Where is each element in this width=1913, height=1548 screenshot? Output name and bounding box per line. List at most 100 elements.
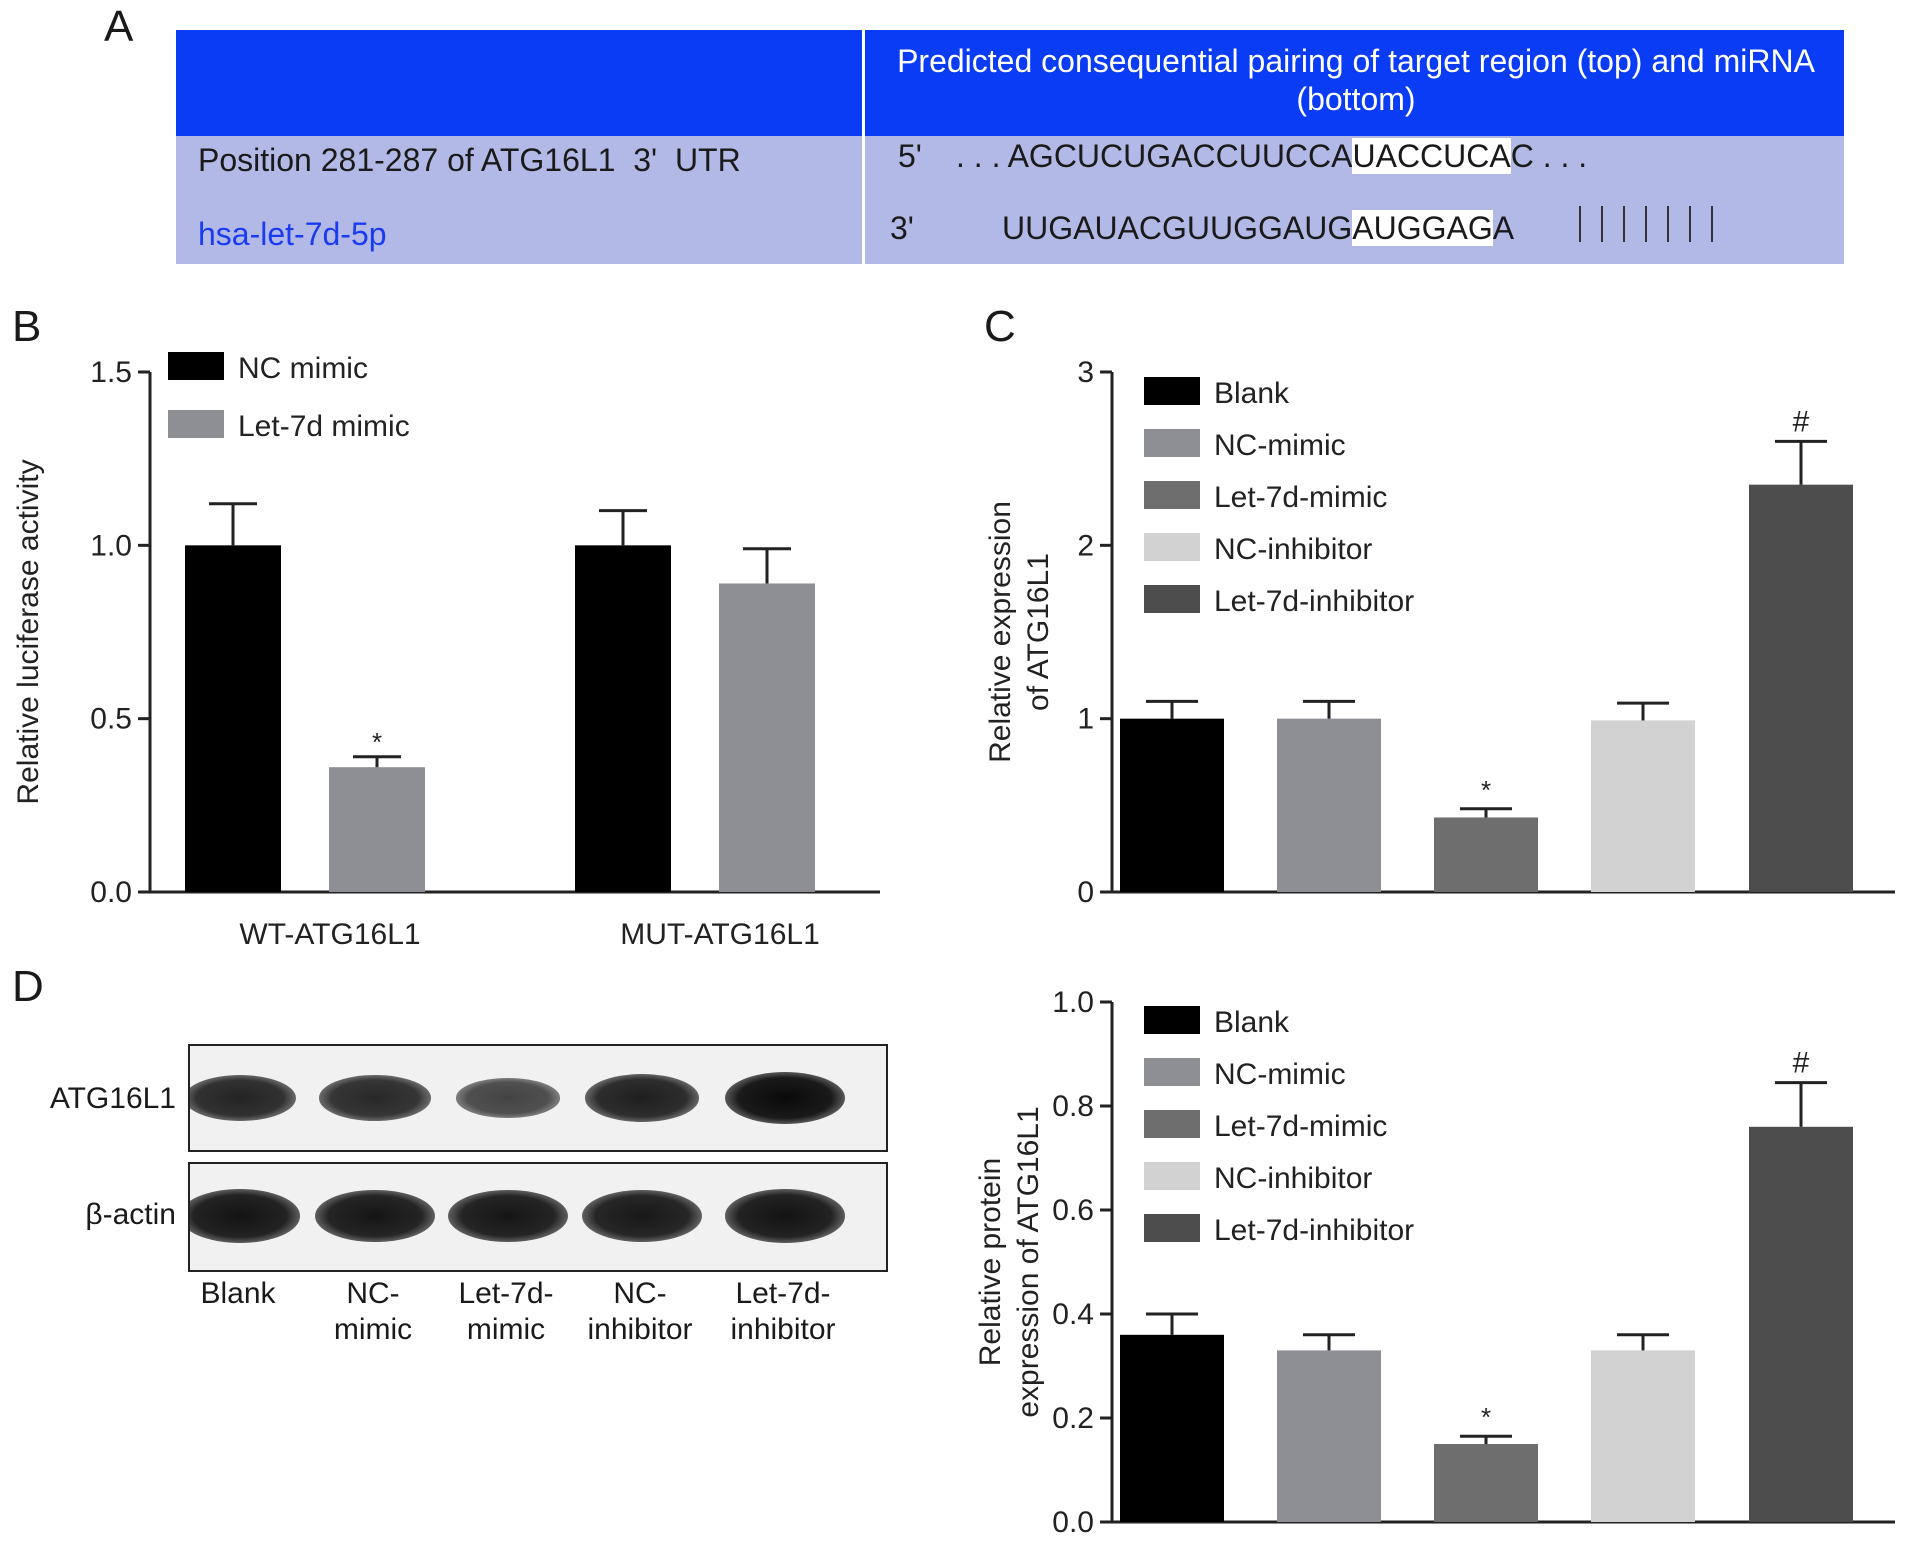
significance-mark: *	[1481, 1402, 1491, 1432]
panel-letter-b: B	[12, 302, 42, 351]
panel-letter-c: C	[984, 302, 1016, 351]
bar	[1277, 718, 1381, 892]
mirna-prime: 3'	[890, 210, 914, 246]
legend-swatch	[168, 352, 224, 380]
panel-letter-d: D	[12, 962, 44, 1011]
y-tick-label: 2	[1077, 529, 1094, 562]
y-tick-label: 1.5	[90, 356, 132, 389]
target-seq-tail: C . . .	[1510, 138, 1588, 174]
target-position-label: Position 281-287 of ATG16L1 3' UTR	[198, 142, 741, 178]
bar	[719, 583, 815, 892]
pair-line	[1667, 206, 1669, 242]
blot-lane-label: NC- mimic	[333, 1277, 413, 1346]
blot-lane-label: Let-7d- mimic	[458, 1277, 554, 1346]
blot-band	[314, 1189, 436, 1243]
target-seq-lead: . . . AGCUCUGACCUUCCA	[956, 138, 1353, 174]
legend-swatch	[1144, 1006, 1200, 1034]
legend-swatch	[1144, 1058, 1200, 1086]
y-tick-label: 0.5	[90, 703, 132, 736]
y-tick-label: 1.0	[90, 529, 132, 562]
y-axis-title: Relative protein	[974, 1158, 1007, 1366]
panel-letter-a: A	[104, 2, 134, 51]
legend-label: NC-mimic	[1214, 429, 1346, 462]
significance-mark: *	[1481, 775, 1491, 805]
y-tick-label: 0.0	[1052, 1506, 1094, 1539]
legend-label: Let-7d-mimic	[1214, 1110, 1387, 1143]
legend-label: NC mimic	[238, 352, 368, 385]
blot-atg16l1	[188, 1044, 888, 1152]
y-tick-label: 1.0	[1052, 986, 1094, 1019]
blot-band	[190, 1074, 297, 1122]
table-divider	[862, 30, 865, 264]
mirna-seed-region: AUGGAG	[1352, 210, 1493, 246]
legend-label: Let-7d-inhibitor	[1214, 585, 1414, 618]
legend-label: NC-inhibitor	[1214, 1162, 1372, 1195]
blot-band	[456, 1078, 560, 1118]
y-tick-label: 0.6	[1052, 1194, 1094, 1227]
bar	[1120, 718, 1224, 892]
legend-label: NC-inhibitor	[1214, 533, 1372, 566]
y-axis-title: of ATG16L1	[1022, 553, 1055, 711]
blot-band	[724, 1189, 846, 1243]
blot-band	[319, 1075, 431, 1121]
legend-swatch	[1144, 585, 1200, 613]
blot-band	[725, 1072, 845, 1124]
legend-swatch	[1144, 377, 1200, 405]
blot-band	[447, 1189, 569, 1243]
x-tick-label: WT-ATG16L1	[239, 918, 420, 951]
legend-label: NC-mimic	[1214, 1058, 1346, 1091]
bar	[575, 545, 671, 892]
table-header-text: Predicted consequential pairing of targe…	[897, 43, 1815, 117]
legend-swatch	[1144, 1162, 1200, 1190]
bar	[185, 545, 281, 892]
legend-swatch	[1144, 533, 1200, 561]
bar	[1434, 817, 1538, 892]
y-tick-label: 0.2	[1052, 1402, 1094, 1435]
legend-label: Let-7d-inhibitor	[1214, 1214, 1414, 1247]
blot-actin	[188, 1162, 888, 1272]
blot-lane-label: Let-7d- inhibitor	[730, 1277, 836, 1346]
bar	[1591, 1350, 1695, 1522]
bar	[1749, 1126, 1853, 1522]
y-tick-label: 0.0	[90, 876, 132, 909]
bar	[1749, 484, 1853, 892]
legend-label: Let-7d-mimic	[1214, 481, 1387, 514]
y-tick-label: 0.8	[1052, 1090, 1094, 1123]
y-tick-label: 3	[1077, 356, 1094, 389]
target-prime: 5'	[898, 138, 922, 174]
blot-lane-label: Blank	[200, 1277, 276, 1310]
pair-line	[1579, 206, 1581, 242]
bar	[329, 767, 425, 892]
legend-label: Let-7d mimic	[238, 410, 410, 443]
pair-line	[1623, 206, 1625, 242]
y-tick-label: 0	[1077, 876, 1094, 909]
bar	[1591, 720, 1695, 892]
blot-lane-label: NC- inhibitor	[587, 1277, 693, 1346]
legend-label: Blank	[1214, 1006, 1290, 1039]
bar	[1434, 1444, 1538, 1522]
blot-band	[582, 1189, 702, 1243]
table-body	[176, 136, 1844, 264]
legend-swatch	[1144, 1214, 1200, 1242]
significance-mark: *	[372, 727, 382, 757]
y-axis-title: Relative luciferase activity	[12, 459, 45, 804]
mirna-seq-lead: UUGAUACGUUGGAUG	[1002, 210, 1353, 246]
table-header	[176, 30, 1844, 136]
y-tick-label: 0.4	[1052, 1298, 1094, 1331]
bar	[1120, 1334, 1224, 1522]
legend-swatch	[168, 410, 224, 438]
pair-line	[1645, 206, 1647, 242]
pair-line	[1689, 206, 1691, 242]
y-axis-title: expression of ATG16L1	[1012, 1106, 1045, 1417]
legend-swatch	[1144, 481, 1200, 509]
target-sequence: . . . AGCUCUGACCUUCCAUACCUCAC . . .	[956, 138, 1587, 175]
mirna-seq-tail: A	[1492, 210, 1515, 246]
pair-line	[1601, 206, 1603, 242]
pairing-table: Predicted consequential pairing of targe…	[176, 30, 1844, 264]
blot-row-label-actin: β-actin	[85, 1198, 176, 1231]
mirna-label: hsa-let-7d-5p	[198, 216, 387, 252]
legend-label: Blank	[1214, 377, 1290, 410]
blot-band	[585, 1074, 699, 1122]
y-tick-label: 1	[1077, 703, 1094, 736]
